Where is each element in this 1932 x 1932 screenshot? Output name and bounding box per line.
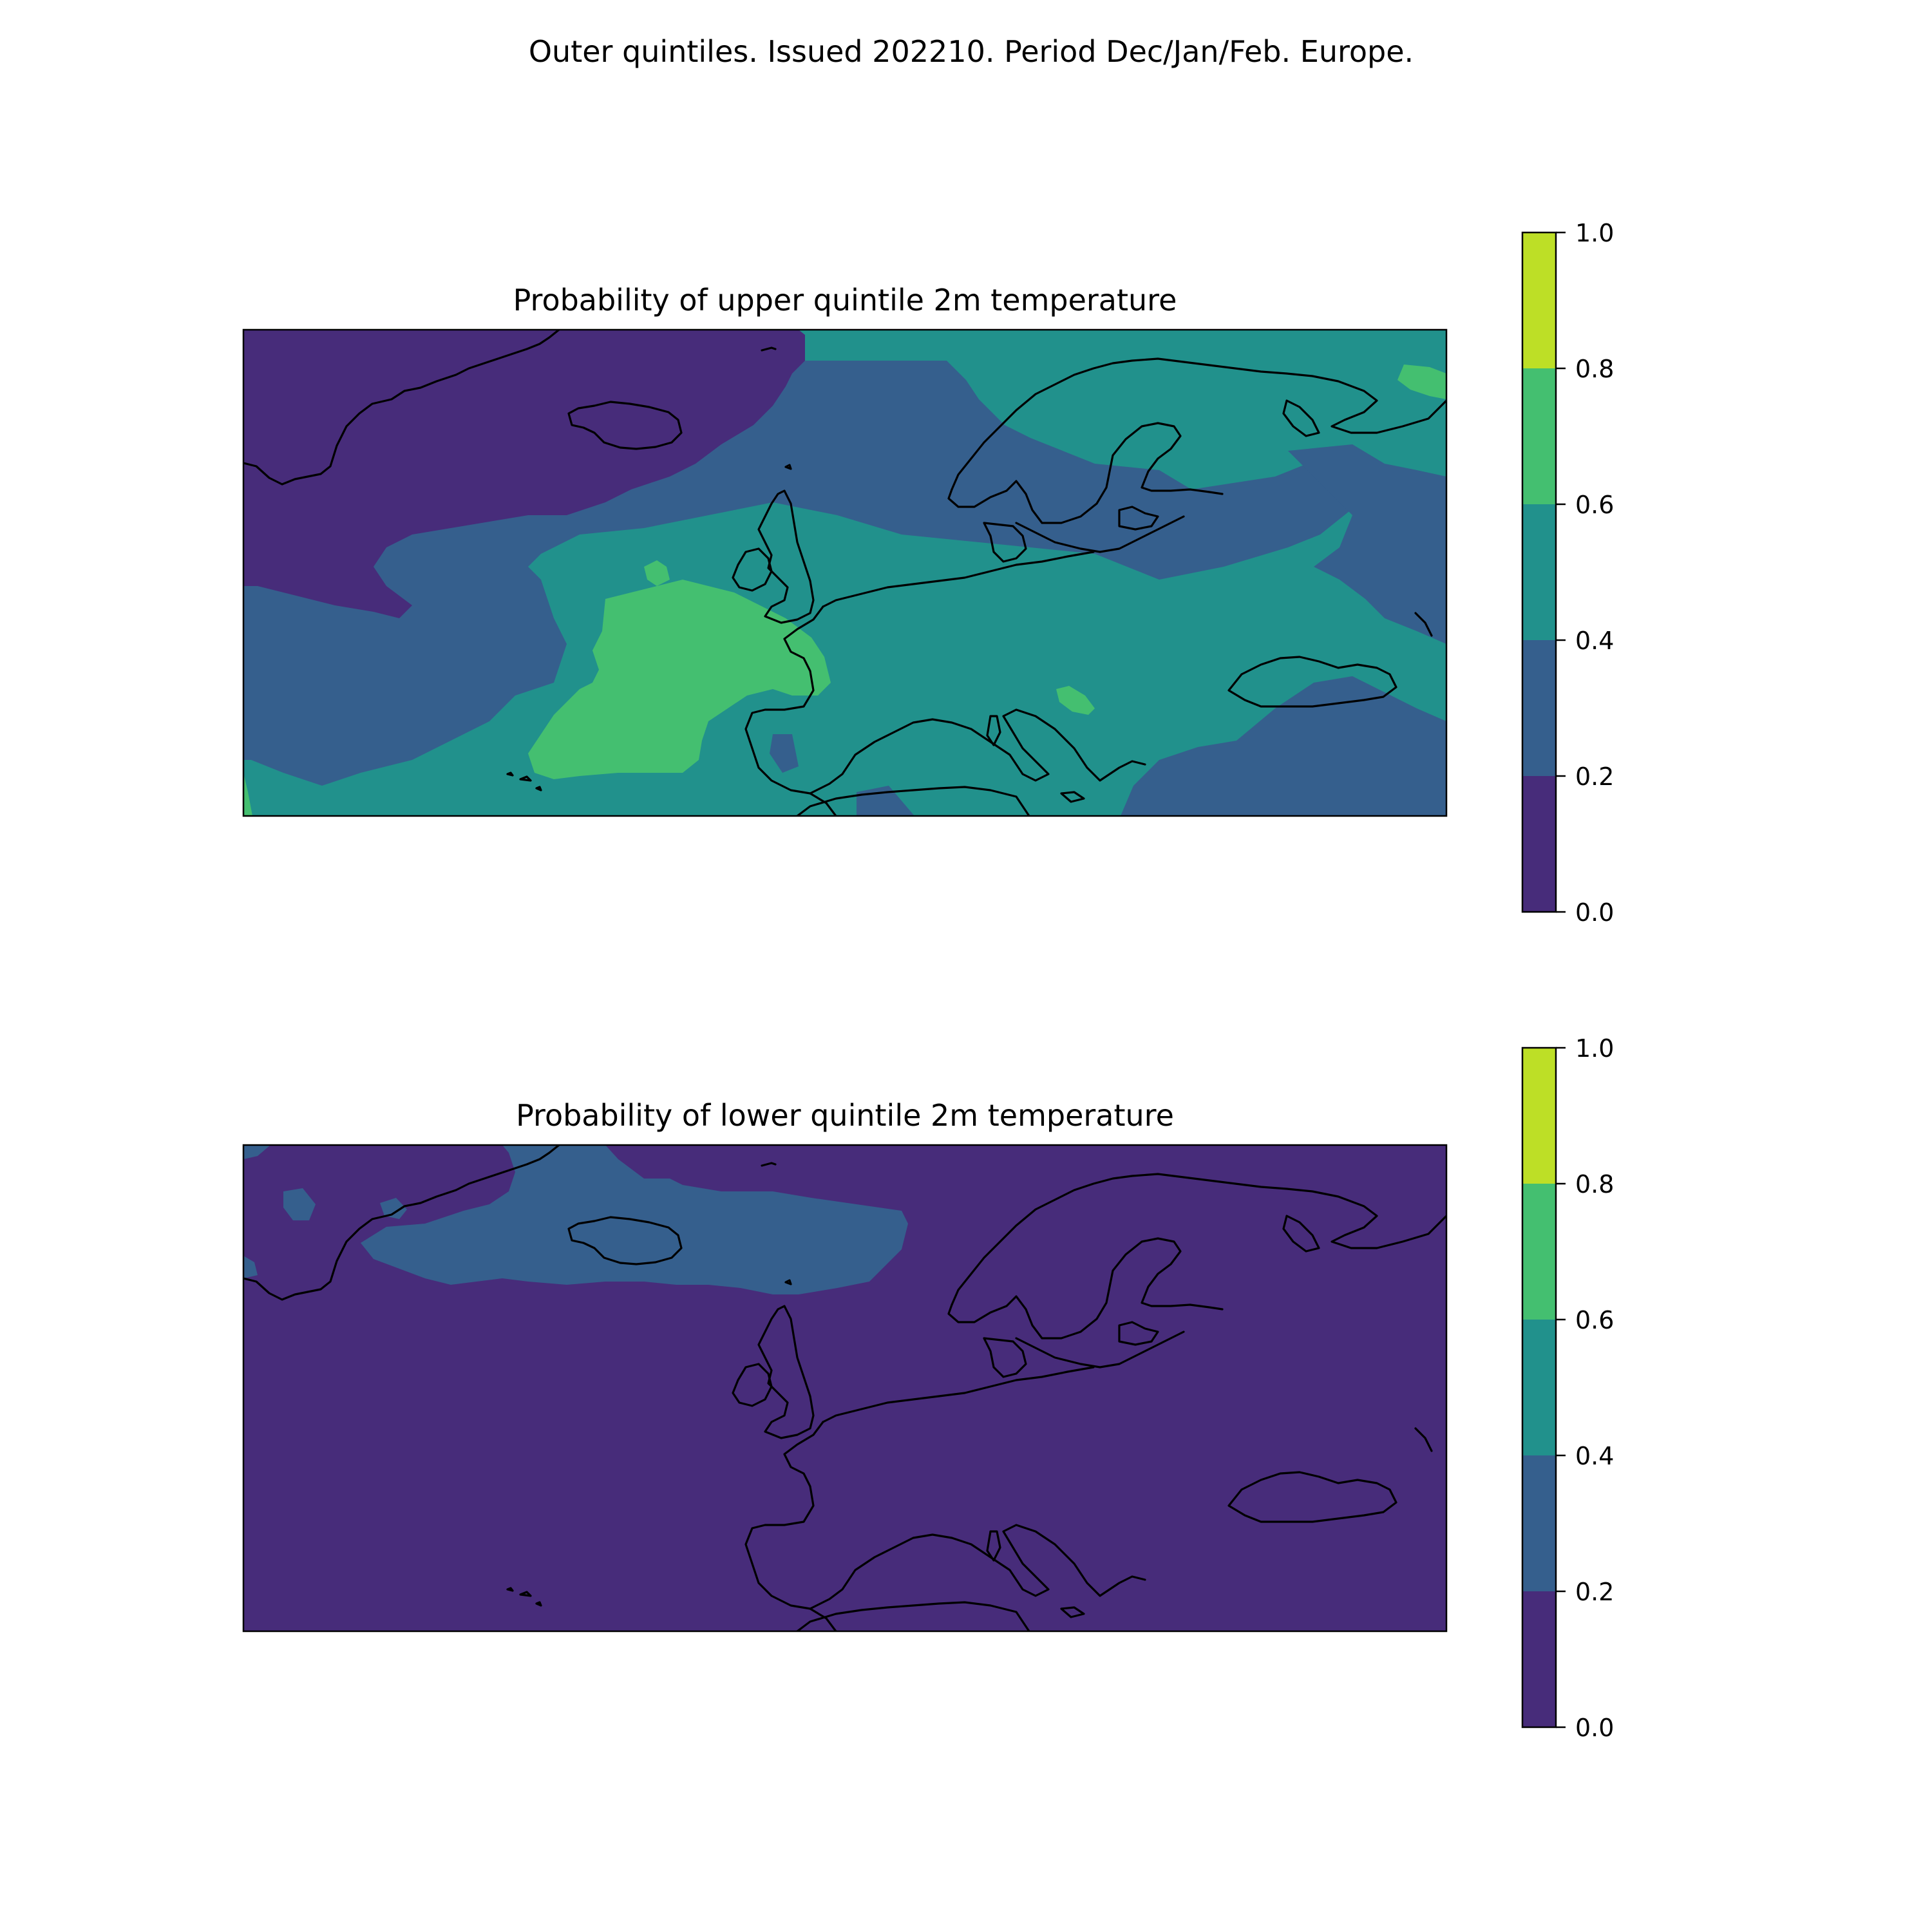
lower-field-class-0.2-0.4 [243, 1256, 258, 1278]
upper-colorbar-tick-0: 0.0 [1575, 898, 1614, 927]
upper-field-class-0.6-0.8 [644, 560, 670, 586]
upper-colorbar-tick-1: 0.2 [1575, 762, 1614, 791]
upper-colorbar-class-0.4-0.6 [1522, 504, 1556, 640]
upper-field-class-0.6-0.8 [243, 773, 252, 816]
lower-colorbar-tick-4: 0.8 [1575, 1170, 1614, 1198]
lower-colorbar-class-0.2-0.4 [1522, 1455, 1556, 1591]
lower-colorbar-class-0.4-0.6 [1522, 1320, 1556, 1455]
lower-field-class-0.2-0.4 [380, 1198, 407, 1219]
lower-colorbar-frame [1521, 1046, 1557, 1728]
lower-field-class-0.2-0.4 [243, 1145, 270, 1159]
lower-colorbar-tick-5: 1.0 [1575, 1034, 1614, 1063]
lower-colorbar-class-0.6-0.8 [1522, 1184, 1556, 1320]
upper-probability-field [243, 330, 1446, 816]
upper-colorbar-class-0.8-1.0 [1522, 232, 1556, 368]
upper-colorbar-tick-5: 1.0 [1575, 219, 1614, 247]
upper-field-class-0.2-0.4 [1121, 676, 1446, 816]
upper-field-class-0.2-0.4 [770, 734, 799, 773]
lower-colorbar: 0.0 0.2 0.4 0.6 0.8 1.0 [1521, 1034, 1614, 1742]
figure-suptitle: Outer quintiles. Issued 202210. Period D… [529, 34, 1414, 69]
panel-lower-title: Probability of lower quintile 2m tempera… [516, 1098, 1174, 1133]
upper-colorbar-tick-4: 0.8 [1575, 355, 1614, 383]
lower-field-class-0.2-0.4 [283, 1188, 316, 1220]
upper-colorbar-tick-3: 0.6 [1575, 491, 1614, 519]
upper-colorbar-tick-2: 0.4 [1575, 627, 1614, 655]
upper-colorbar-class-0.2-0.4 [1522, 640, 1556, 776]
panel-upper-quintile: Probability of upper quintile 2m tempera… [242, 219, 1614, 927]
panel-lower-quintile: Probability of lower quintile 2m tempera… [242, 1034, 1614, 1742]
upper-colorbar: 0.0 0.2 0.4 0.6 0.8 1.0 [1521, 219, 1614, 927]
upper-field-class-0.6-0.8 [528, 580, 831, 779]
lower-probability-field [243, 1145, 1446, 1631]
upper-colorbar-frame [1521, 231, 1557, 913]
panel-upper-title: Probability of upper quintile 2m tempera… [513, 283, 1177, 317]
upper-field-class-0.6-0.8 [1397, 365, 1446, 399]
upper-field-class-0.2-0.4 [1288, 444, 1446, 644]
lower-colorbar-tick-2: 0.4 [1575, 1442, 1614, 1470]
lower-colorbar-class-0.0-0.2 [1522, 1591, 1556, 1727]
upper-colorbar-class-0.6-0.8 [1522, 368, 1556, 504]
upper-field-class-0.6-0.8 [1056, 686, 1095, 715]
lower-colorbar-class-0.8-1.0 [1522, 1048, 1556, 1184]
lower-map-frame [242, 1144, 1448, 1633]
upper-colorbar-class-0.0-0.2 [1522, 776, 1556, 912]
lower-colorbar-tick-0: 0.0 [1575, 1714, 1614, 1742]
lower-colorbar-tick-1: 0.2 [1575, 1578, 1614, 1606]
upper-map-frame [242, 328, 1448, 817]
lower-colorbar-tick-3: 0.6 [1575, 1306, 1614, 1334]
